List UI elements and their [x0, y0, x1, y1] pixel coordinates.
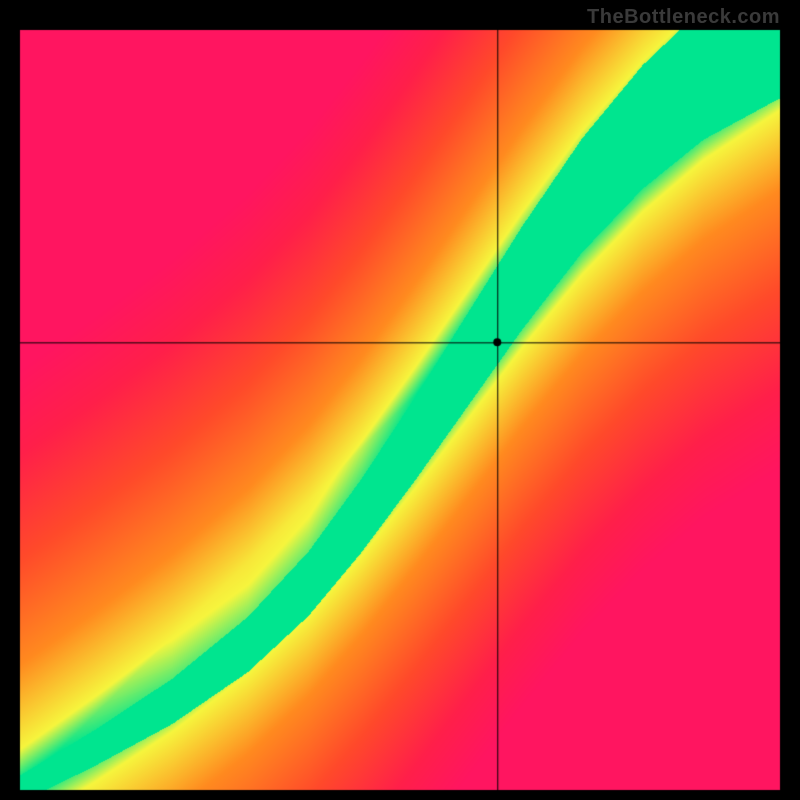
chart-container: TheBottleneck.com	[0, 0, 800, 800]
heatmap-plot	[0, 0, 800, 800]
watermark-text: TheBottleneck.com	[587, 6, 780, 29]
